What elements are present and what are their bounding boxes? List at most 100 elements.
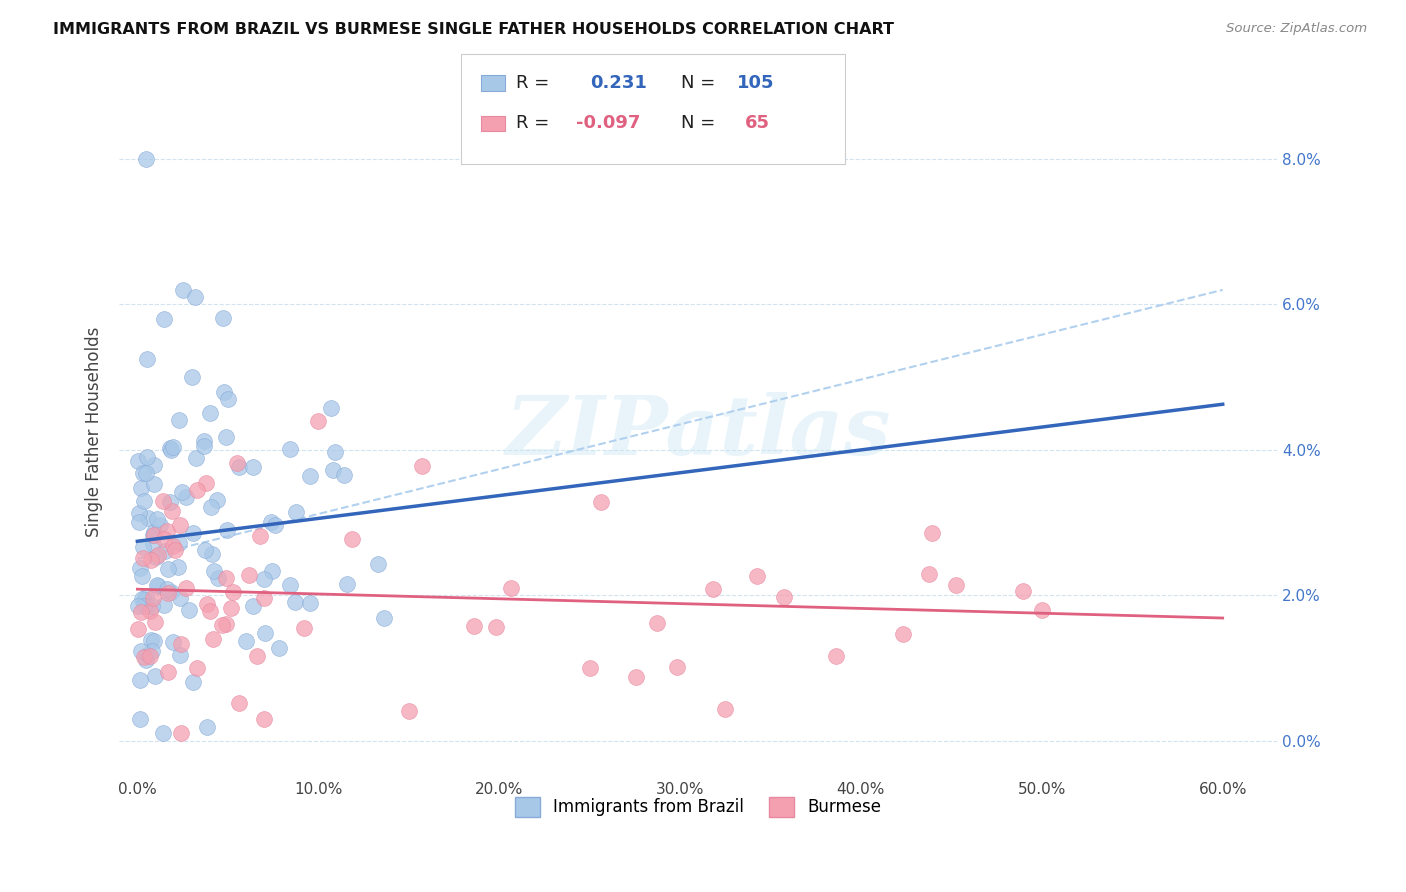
Point [127,454,149,468]
Point [284,595,307,609]
Point [135,590,157,604]
Point [131,591,153,606]
Point [269,641,291,656]
Point [159,442,181,457]
Point [323,444,346,458]
Point [207,571,229,585]
Point [170,637,193,651]
Point [146,578,169,592]
Point [278,442,301,456]
Point [169,726,191,740]
Point [186,660,208,674]
Point [463,618,485,632]
Point [264,518,287,533]
Point [215,571,238,585]
Point [135,653,157,667]
Point [278,577,301,591]
Point [200,603,222,617]
Point [249,529,271,543]
Point [181,675,204,690]
Point [194,542,217,557]
Point [129,643,152,657]
Point [163,543,186,558]
Point [578,661,600,675]
Point [411,459,433,474]
Point [132,649,155,664]
Point [299,469,322,483]
Point [202,632,225,646]
Point [205,492,228,507]
Text: Source: ZipAtlas.com: Source: ZipAtlas.com [1226,22,1367,36]
Point [260,564,283,578]
Point [186,450,208,465]
Point [373,610,395,624]
Point [169,648,191,663]
Point [184,290,207,304]
Point [499,581,522,595]
Point [131,569,153,583]
Point [159,495,181,509]
Point [174,581,197,595]
Point [156,582,179,596]
Point [135,466,157,480]
Point [217,392,239,406]
Point [139,604,162,618]
Point [156,524,179,538]
Point [127,599,149,613]
Point [136,599,159,613]
Point [921,526,943,541]
Point [145,550,167,565]
Point [217,523,239,537]
Point [139,648,162,663]
Point [143,615,166,629]
Text: ZIPatlas: ZIPatlas [505,392,891,472]
Point [129,561,152,575]
Point [169,517,191,532]
Point [242,599,264,613]
Point [146,578,169,592]
Point [198,406,221,420]
Point [142,527,165,541]
Point [340,532,363,546]
Point [167,536,190,550]
Point [129,605,152,619]
Point [181,526,204,541]
Point [167,413,190,427]
Point [367,557,389,571]
Point [214,430,236,444]
Point [893,627,915,641]
Point [128,713,150,727]
Point [284,505,307,519]
Point [215,616,238,631]
Point [186,483,208,498]
Point [132,466,155,480]
Point [211,618,233,632]
Point [176,490,198,504]
Point [212,384,235,399]
Point [228,696,250,710]
Point [143,527,166,541]
Point [193,439,215,453]
Point [152,533,174,547]
Point [702,582,724,597]
Point [398,705,420,719]
Point [129,482,152,496]
Point [143,476,166,491]
Point [235,633,257,648]
Point [292,621,315,635]
Point [195,598,218,612]
Point [745,569,768,583]
Point [157,562,180,576]
Point [146,548,169,562]
Point [485,620,508,634]
Text: R =: R = [516,114,550,132]
Text: N =: N = [681,74,714,92]
Point [127,623,149,637]
Point [128,516,150,530]
Point [225,456,247,470]
Point [945,578,967,592]
Point [132,541,155,555]
Point [156,665,179,679]
Text: N =: N = [681,114,714,132]
Point [219,600,242,615]
